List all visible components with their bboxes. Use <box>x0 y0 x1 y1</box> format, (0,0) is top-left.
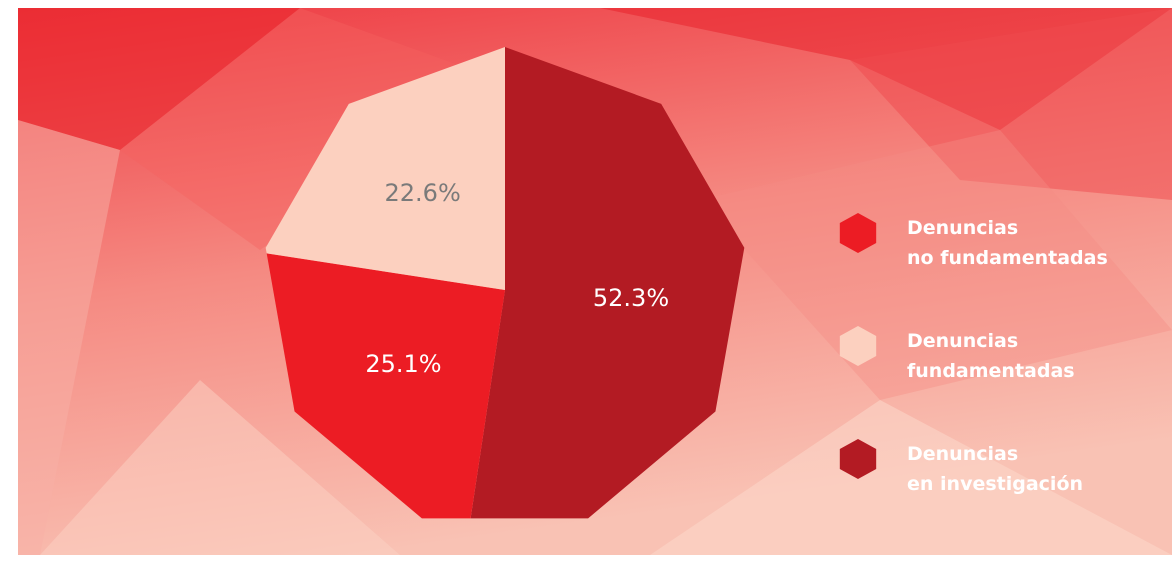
legend-icon <box>839 326 877 366</box>
pie-slice <box>265 47 505 290</box>
legend-label: Denuncias no fundamentadas <box>907 217 1108 269</box>
legend-icon <box>839 213 877 253</box>
value-label: 22.6% <box>385 179 461 207</box>
pie-slice <box>470 47 745 519</box>
value-label: 52.3% <box>593 284 669 312</box>
value-label: 25.1% <box>365 350 441 378</box>
legend-label: Denuncias en investigación <box>907 443 1084 495</box>
pie-slice <box>266 253 505 519</box>
legend-icon <box>839 439 877 479</box>
legend-label: Denuncias fundamentadas <box>907 330 1075 382</box>
